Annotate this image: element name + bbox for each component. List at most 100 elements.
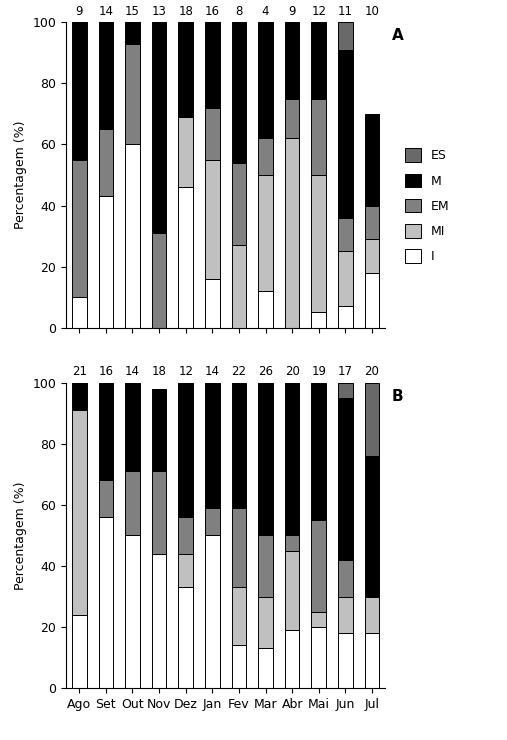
Bar xyxy=(152,471,166,554)
Bar xyxy=(232,163,246,245)
Bar xyxy=(178,517,193,554)
Bar xyxy=(72,615,87,688)
Bar xyxy=(338,252,353,306)
Text: 14: 14 xyxy=(125,365,140,378)
Bar xyxy=(178,117,193,187)
Text: 20: 20 xyxy=(285,365,300,378)
Bar xyxy=(178,22,193,117)
Bar xyxy=(205,536,220,688)
Text: 21: 21 xyxy=(71,365,87,378)
Bar xyxy=(178,383,193,517)
Bar xyxy=(285,551,300,630)
Text: 18: 18 xyxy=(152,365,166,378)
Text: A: A xyxy=(392,28,404,44)
Bar xyxy=(98,129,113,196)
Bar xyxy=(311,627,326,688)
Bar xyxy=(98,196,113,328)
Bar xyxy=(178,588,193,688)
Bar xyxy=(205,108,220,160)
Text: 20: 20 xyxy=(365,365,379,378)
Bar xyxy=(152,22,166,233)
Text: 15: 15 xyxy=(125,4,140,18)
Bar xyxy=(72,383,87,410)
Bar xyxy=(125,536,140,688)
Bar xyxy=(258,536,273,596)
Bar xyxy=(232,383,246,508)
Bar xyxy=(205,508,220,536)
Text: 8: 8 xyxy=(235,4,243,18)
Bar xyxy=(72,22,87,160)
Bar xyxy=(338,398,353,560)
Text: 14: 14 xyxy=(98,4,114,18)
Bar xyxy=(152,554,166,688)
Bar xyxy=(311,98,326,175)
Text: 12: 12 xyxy=(311,4,327,18)
Bar xyxy=(72,297,87,328)
Bar xyxy=(98,517,113,688)
Bar xyxy=(98,22,113,129)
Text: B: B xyxy=(392,388,404,404)
Bar xyxy=(338,50,353,218)
Bar xyxy=(258,383,273,536)
Bar xyxy=(285,383,300,536)
Bar xyxy=(232,22,246,163)
Text: 16: 16 xyxy=(205,4,220,18)
Bar xyxy=(338,633,353,688)
Bar xyxy=(365,273,379,328)
Text: 9: 9 xyxy=(288,4,296,18)
Bar xyxy=(338,218,353,252)
Bar xyxy=(338,383,353,398)
Bar xyxy=(365,456,379,596)
Bar xyxy=(152,233,166,328)
Bar xyxy=(365,114,379,206)
Bar xyxy=(178,187,193,328)
Bar xyxy=(72,410,87,615)
Bar xyxy=(125,471,140,536)
Bar xyxy=(258,648,273,688)
Bar xyxy=(285,22,300,98)
Bar xyxy=(338,22,353,50)
Text: 10: 10 xyxy=(365,4,379,18)
Y-axis label: Percentagem (%): Percentagem (%) xyxy=(14,481,27,590)
Bar xyxy=(338,306,353,328)
Text: 17: 17 xyxy=(338,365,353,378)
Bar xyxy=(338,560,353,596)
Bar xyxy=(365,633,379,688)
Text: 14: 14 xyxy=(205,365,220,378)
Bar xyxy=(311,312,326,328)
Bar xyxy=(258,291,273,328)
Text: 18: 18 xyxy=(178,4,193,18)
Bar xyxy=(178,554,193,588)
Bar xyxy=(365,239,379,273)
Text: 4: 4 xyxy=(262,4,269,18)
Text: 12: 12 xyxy=(178,365,193,378)
Bar xyxy=(152,388,166,471)
Bar xyxy=(258,596,273,648)
Bar xyxy=(365,383,379,456)
Bar xyxy=(311,520,326,612)
Bar xyxy=(232,588,246,645)
Bar xyxy=(258,138,273,175)
Text: 26: 26 xyxy=(258,365,273,378)
Bar xyxy=(285,138,300,328)
Bar xyxy=(285,630,300,688)
Bar xyxy=(285,536,300,551)
Bar xyxy=(311,175,326,312)
Bar xyxy=(125,44,140,144)
Bar xyxy=(72,160,87,297)
Bar xyxy=(365,206,379,239)
Bar xyxy=(125,383,140,471)
Bar xyxy=(311,22,326,98)
Text: 11: 11 xyxy=(338,4,353,18)
Bar xyxy=(258,175,273,291)
Bar xyxy=(311,612,326,627)
Bar xyxy=(311,383,326,520)
Text: 19: 19 xyxy=(311,365,327,378)
Text: 16: 16 xyxy=(98,365,114,378)
Y-axis label: Percentagem (%): Percentagem (%) xyxy=(14,121,27,229)
Bar xyxy=(258,22,273,138)
Bar xyxy=(98,383,113,480)
Bar xyxy=(232,245,246,328)
Bar xyxy=(125,144,140,328)
Legend: ES, M, EM, MI, I: ES, M, EM, MI, I xyxy=(401,144,454,267)
